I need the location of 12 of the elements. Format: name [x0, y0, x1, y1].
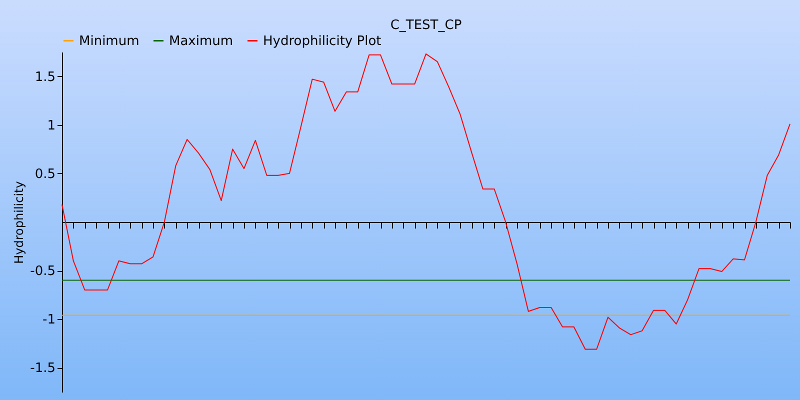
y-tick-label: -0.5 [30, 264, 56, 280]
y-axis-title: Hydrophilicity [12, 181, 26, 264]
legend-label: Minimum [79, 34, 140, 49]
y-tick-label: 1.5 [34, 70, 56, 85]
legend-label: Maximum [169, 34, 234, 49]
y-tick-label: -1 [42, 312, 56, 328]
legend-label: Hydrophilicity Plot [263, 34, 382, 49]
y-tick-label: 0.5 [34, 166, 56, 182]
chart-title: C_TEST_CP [390, 18, 462, 33]
y-tick-label: -1.5 [30, 361, 56, 376]
y-tick-label: 1 [47, 118, 56, 134]
line-series [62, 53, 790, 350]
